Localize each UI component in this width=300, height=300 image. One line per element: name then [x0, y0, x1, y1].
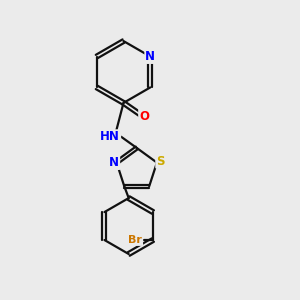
- Text: Br: Br: [128, 235, 142, 245]
- Text: S: S: [156, 154, 165, 168]
- Text: N: N: [109, 156, 119, 169]
- Text: HN: HN: [100, 130, 120, 143]
- Text: N: N: [145, 50, 155, 63]
- Text: O: O: [139, 110, 149, 123]
